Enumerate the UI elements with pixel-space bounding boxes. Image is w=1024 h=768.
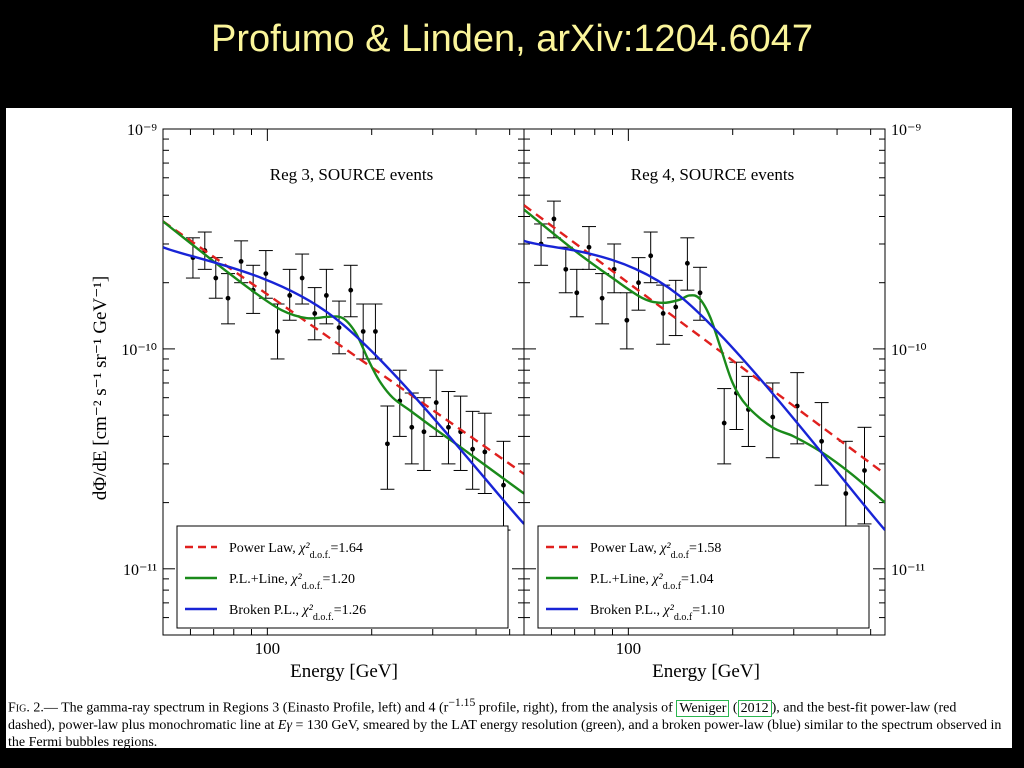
caption-exponent: −1.15 <box>448 696 476 709</box>
data-points <box>534 200 872 570</box>
data-point <box>221 273 236 325</box>
data-point <box>717 388 732 465</box>
x-tick-label-100: 100 <box>255 639 281 658</box>
data-point <box>790 372 805 445</box>
data-point <box>282 268 297 321</box>
data-point <box>477 412 492 495</box>
data-point <box>416 397 431 471</box>
legend-box <box>537 525 870 629</box>
data-point <box>453 395 468 471</box>
legend-label: Broken P.L., χ²d.o.f=1.10 <box>590 603 725 623</box>
data-point <box>380 405 395 490</box>
data-point <box>643 231 658 284</box>
data-point <box>631 257 646 311</box>
legend: Power Law, χ²d.o.f=1.58 P.L.+Line, χ²d.o.… <box>537 525 870 629</box>
caption-ref-year[interactable]: 2012 <box>737 699 772 717</box>
data-point <box>307 287 322 341</box>
legend-label: Broken P.L., χ²d.o.f.=1.26 <box>229 603 366 623</box>
data-point <box>441 391 456 465</box>
caption-text-4: = 130 GeV, smeared by the LAT energy res… <box>8 717 1002 750</box>
legend-label: Power Law, χ²d.o.f.=1.64 <box>229 541 363 561</box>
legend-label: P.L.+Line, χ²d.o.f.=1.20 <box>229 572 355 592</box>
x-ticks <box>523 129 872 635</box>
panel-title: Reg 4, SOURCE events <box>631 165 794 184</box>
series-line-broken-p-l- <box>524 239 885 531</box>
y-ticks <box>163 128 524 636</box>
data-point <box>368 303 383 360</box>
data-point <box>270 303 285 360</box>
figure-caption: Fig. 2.— The gamma-ray spectrum in Regio… <box>8 696 1002 750</box>
series-line-p-l-line <box>163 220 524 495</box>
data-point <box>319 268 334 325</box>
model-curves <box>524 204 885 531</box>
data-point <box>546 200 561 239</box>
legend: Power Law, χ²d.o.f.=1.64 P.L.+Line, χ²d.o… <box>176 525 509 629</box>
data-point <box>668 279 683 337</box>
data-point <box>729 361 744 431</box>
x-tick-label-100: 100 <box>616 639 642 658</box>
data-point <box>814 402 829 486</box>
data-point <box>465 410 480 490</box>
y-tick-label: 10⁻¹¹ <box>123 562 157 579</box>
caption-text-2: profile, right), from the analysis of <box>475 700 677 716</box>
y-tick-label: 10⁻¹¹ <box>891 562 925 579</box>
legend-label: Power Law, χ²d.o.f=1.58 <box>590 541 721 561</box>
x-axis-label-left: Energy [GeV] <box>290 661 398 682</box>
y-ticks <box>524 128 885 636</box>
y-tick-label: 10⁻⁹ <box>127 122 157 139</box>
data-point <box>582 226 597 270</box>
caption-text-3: , and the best-fit power-law (red dashed… <box>8 700 957 733</box>
y-tick-label: 10⁻¹⁰ <box>121 342 157 359</box>
data-point <box>429 369 444 437</box>
data-point <box>680 237 695 291</box>
caption-ref-author[interactable]: Weniger <box>676 699 730 717</box>
caption-fig-label: Fig. 2. <box>8 700 44 716</box>
model-curves <box>163 220 524 525</box>
data-point <box>656 284 671 345</box>
legend-box <box>176 525 509 629</box>
y-axis-label: dΦ/dE [cm⁻² s⁻¹ sr⁻¹ GeV⁻¹] <box>90 276 111 501</box>
data-point <box>693 266 708 321</box>
y-tick-label: 10⁻⁹ <box>891 122 921 139</box>
figure-plot: 100 10⁻⁹ 10⁻¹⁰ 10⁻¹¹ Reg 3, SOURCE events Pow… <box>90 122 927 682</box>
data-point <box>595 273 610 325</box>
panel-reg3: 100 10⁻⁹ 10⁻¹⁰ 10⁻¹¹ Reg 3, SOURCE events Pow… <box>121 122 525 658</box>
data-point <box>558 246 573 294</box>
data-point <box>404 392 419 465</box>
data-point <box>496 440 511 531</box>
data-point <box>857 426 872 525</box>
series-line-p-l-line <box>524 208 885 504</box>
legend-label: P.L.+Line, χ²d.o.f=1.04 <box>590 572 713 592</box>
y-tick-label: 10⁻¹⁰ <box>891 342 927 359</box>
plot-frame <box>523 128 886 636</box>
caption-text-1: — The gamma-ray spectrum in Regions 3 (E… <box>43 700 449 716</box>
slide-title: Profumo & Linden, arXiv:1204.6047 <box>210 18 814 60</box>
figure-panel: 100 10⁻⁹ 10⁻¹⁰ 10⁻¹¹ Reg 3, SOURCE events Pow… <box>6 108 1012 750</box>
data-point <box>343 264 358 318</box>
series-line-power-law <box>163 220 524 475</box>
data-point <box>569 268 584 318</box>
panel-reg4: 100 10⁻⁹ 10⁻¹⁰ 10⁻¹¹ Reg 4, SOURCE events Pow… <box>523 122 927 658</box>
caption-egamma: Eγ <box>277 717 292 733</box>
panel-title: Reg 3, SOURCE events <box>270 165 433 184</box>
data-point <box>619 292 634 350</box>
series-line-broken-p-l- <box>163 246 524 525</box>
x-axis-label-right: Energy [GeV] <box>652 661 760 682</box>
series-line-power-law <box>524 204 885 475</box>
